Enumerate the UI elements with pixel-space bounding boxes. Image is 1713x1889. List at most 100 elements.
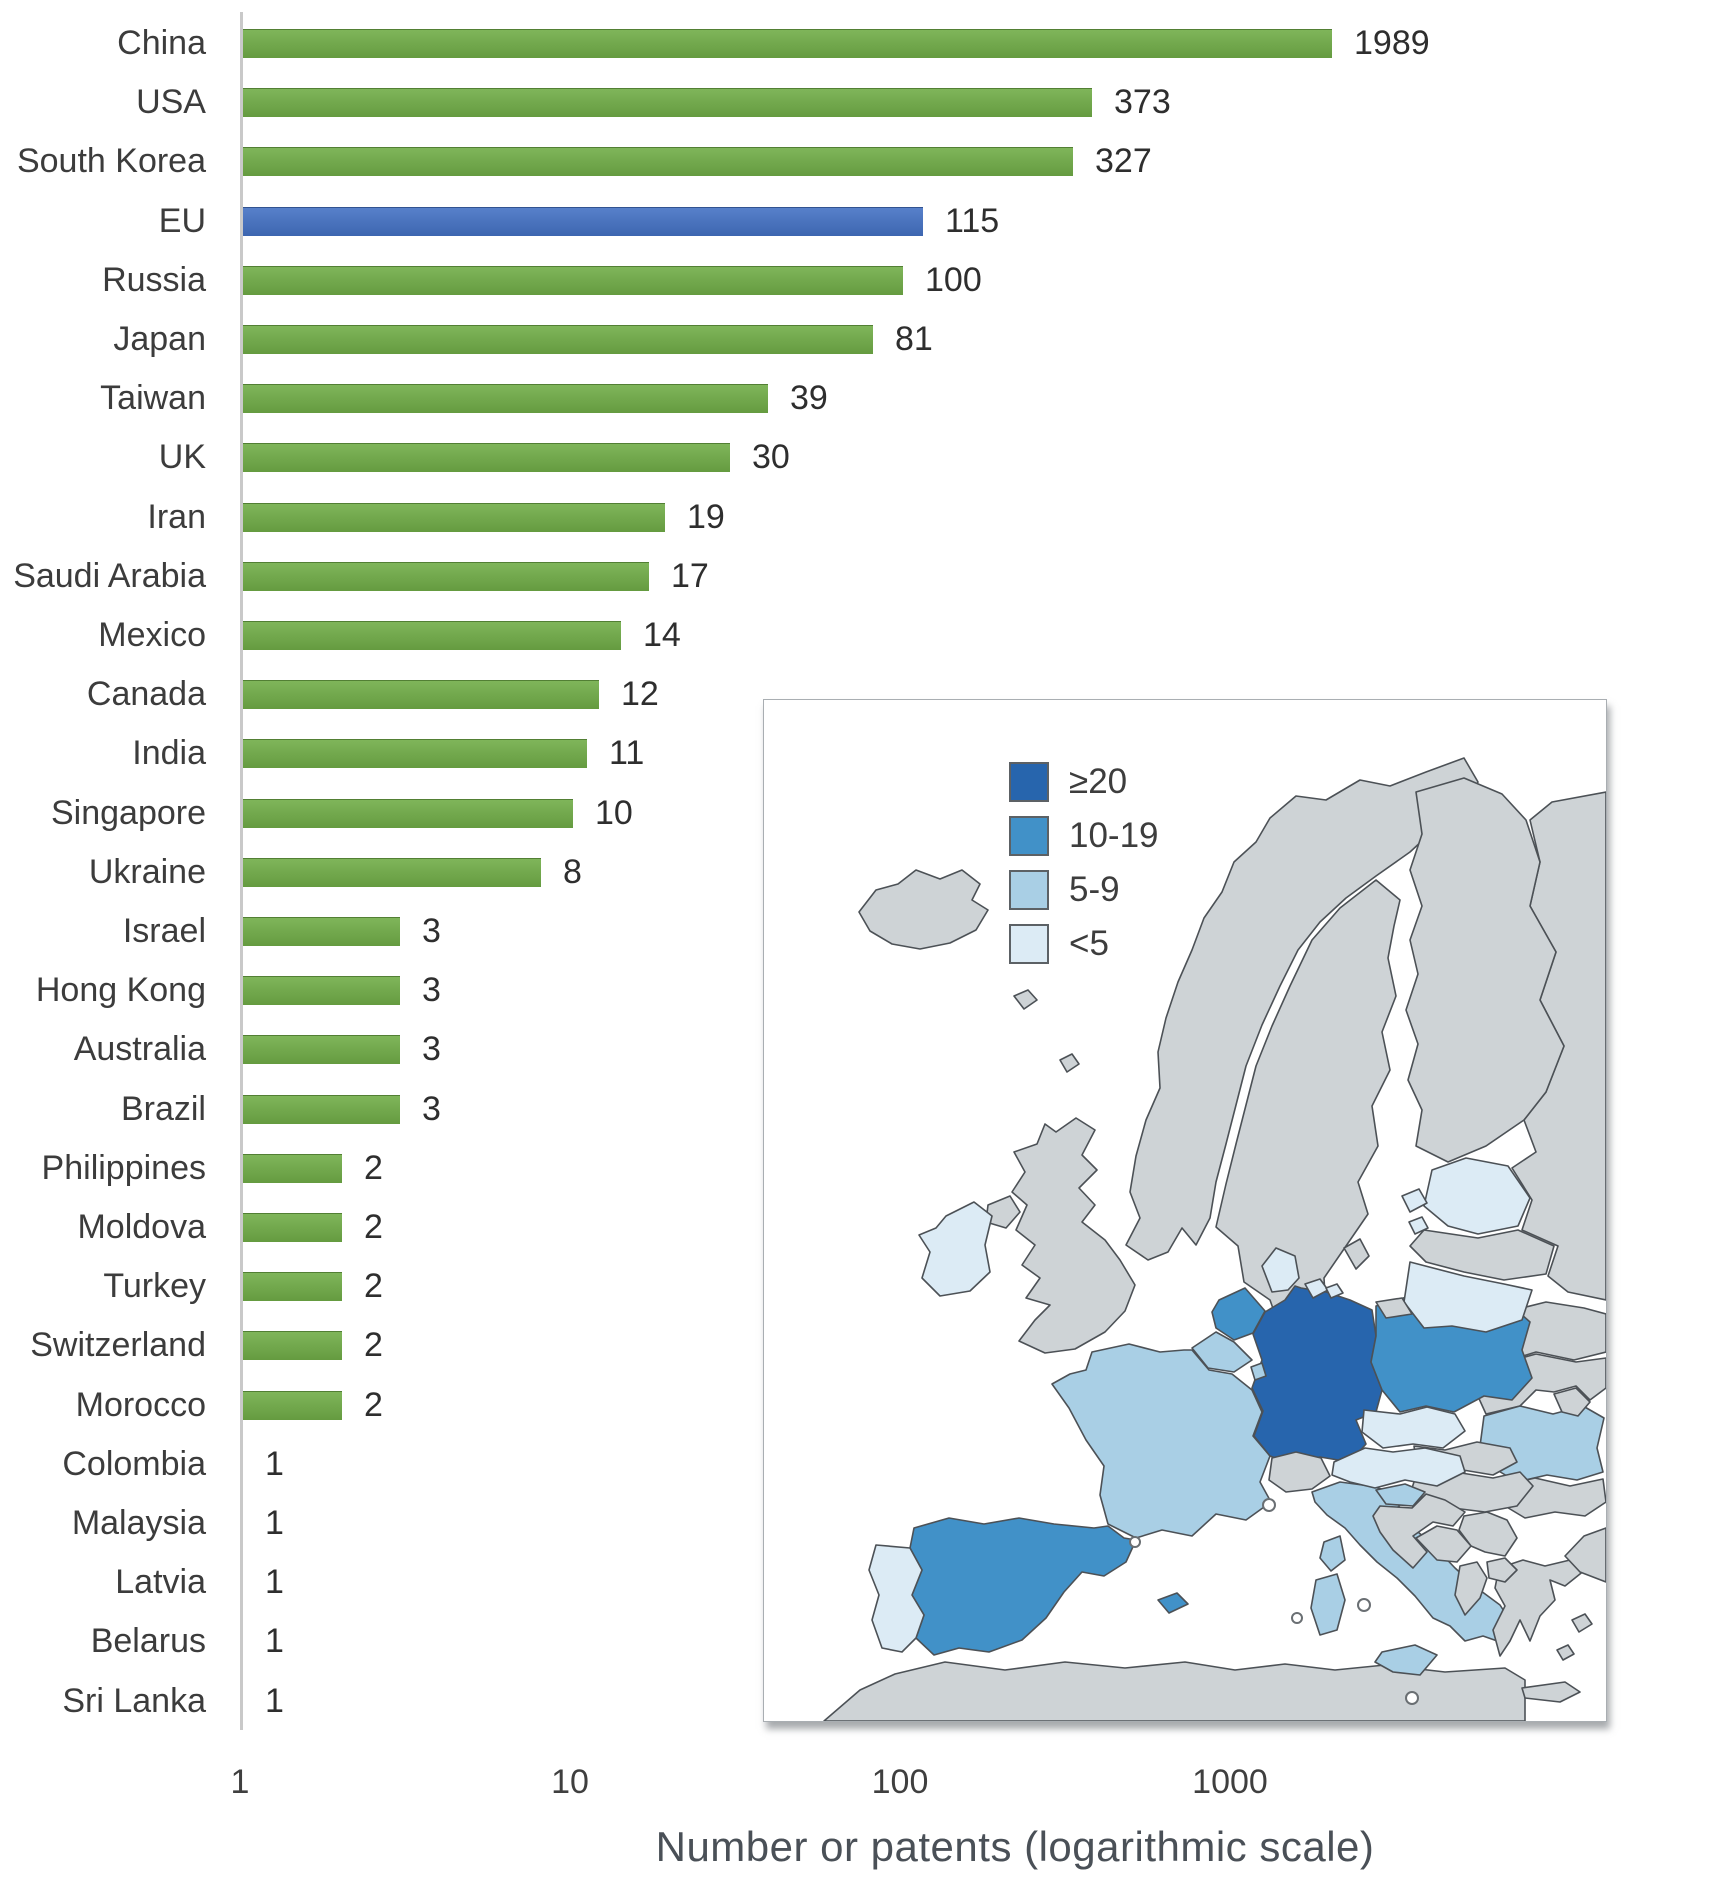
legend-swatch — [1009, 816, 1049, 856]
region-austria — [1331, 1447, 1466, 1489]
region-slovenia — [1375, 1483, 1426, 1507]
category-label: Mexico — [98, 616, 206, 654]
category-label: Brazil — [120, 1090, 206, 1128]
region-serbia — [1458, 1511, 1518, 1557]
bar — [243, 621, 621, 650]
region-finland — [1405, 777, 1565, 1163]
category-label: Latvia — [115, 1563, 206, 1601]
region-denmark — [1325, 1283, 1344, 1299]
region-turkey — [1564, 1527, 1606, 1583]
bar-value-label: 30 — [752, 438, 790, 476]
legend-swatch — [1009, 762, 1049, 802]
region-greece — [1571, 1613, 1593, 1633]
bar-value-label: 2 — [364, 1149, 383, 1187]
bar-value-label: 10 — [595, 794, 633, 832]
bar-value-label: 8 — [563, 853, 582, 891]
bar — [243, 1331, 342, 1360]
bar — [243, 29, 1332, 58]
category-label: Morocco — [75, 1386, 206, 1424]
category-label: Australia — [73, 1030, 206, 1068]
bar-value-label: 19 — [687, 498, 725, 536]
region-switzerland — [1268, 1451, 1331, 1493]
region-moldova — [1553, 1387, 1591, 1417]
bar-value-label: 327 — [1095, 142, 1152, 180]
category-label: Japan — [113, 320, 206, 358]
bar-value-label: 81 — [895, 320, 933, 358]
category-label: Philippines — [41, 1149, 206, 1187]
region-latvia — [1409, 1229, 1555, 1281]
europe-map-inset: ≥20 10-19 5-9 <5 — [763, 699, 1607, 1722]
region-spain — [909, 1517, 1137, 1656]
region-italy — [1374, 1644, 1438, 1676]
region-norway — [1125, 757, 1479, 1261]
category-label: Hong Kong — [35, 971, 206, 1009]
legend-swatch — [1009, 924, 1049, 964]
region-spain — [1157, 1592, 1189, 1614]
bar — [243, 266, 903, 295]
category-label: Israel — [122, 912, 206, 950]
category-label: Switzerland — [30, 1326, 206, 1364]
region-iceland — [1013, 989, 1038, 1010]
region-sweden — [1343, 1238, 1370, 1270]
y-axis-line — [240, 12, 243, 1730]
microstate-marker — [1262, 1498, 1276, 1512]
region-germany — [1251, 1285, 1383, 1466]
bar-value-label: 14 — [643, 616, 681, 654]
x-tick-label: 100 — [871, 1763, 929, 1801]
category-label: Turkey — [103, 1267, 206, 1305]
microstate-marker — [1357, 1598, 1371, 1612]
bar-value-label: 1 — [265, 1504, 284, 1542]
region-united-kingdom — [1011, 1117, 1136, 1354]
microstate-marker — [1405, 1691, 1419, 1705]
region-croatia — [1372, 1493, 1466, 1569]
bar — [243, 858, 541, 887]
europe-choropleth-map — [823, 757, 1606, 1721]
bar — [243, 976, 400, 1005]
bar-value-label: 3 — [422, 1090, 441, 1128]
bar-value-label: 11 — [609, 734, 645, 772]
region-north-macedonia — [1486, 1557, 1518, 1583]
bar-value-label: 100 — [925, 261, 982, 299]
category-label: Colombia — [62, 1445, 206, 1483]
bar-value-label: 1 — [265, 1622, 284, 1660]
bar — [243, 917, 400, 946]
bar-value-label: 1 — [265, 1445, 284, 1483]
region-estonia — [1401, 1188, 1428, 1213]
category-label: Sri Lanka — [62, 1682, 206, 1720]
map-legend: ≥20 10-19 5-9 <5 — [1009, 762, 1159, 964]
region-netherlands — [1211, 1287, 1266, 1341]
bar — [243, 1095, 400, 1124]
bar-value-label: 1 — [265, 1563, 284, 1601]
bar-value-label: 2 — [364, 1326, 383, 1364]
bar — [243, 443, 730, 472]
bar-value-label: 12 — [621, 675, 659, 713]
region-denmark — [1261, 1247, 1300, 1293]
x-axis-title: Number or patents (logarithmic scale) — [655, 1823, 1375, 1870]
region-albania — [1454, 1561, 1488, 1616]
bar-value-label: 17 — [671, 557, 709, 595]
legend-item: 10-19 — [1009, 816, 1159, 856]
category-label: Russia — [102, 261, 206, 299]
category-label: Iran — [147, 498, 206, 536]
region-greece — [1521, 1681, 1581, 1703]
bar — [243, 503, 665, 532]
region-czechia — [1361, 1406, 1466, 1449]
category-label: Saudi Arabia — [13, 557, 206, 595]
region-ireland — [918, 1201, 993, 1297]
category-label: Canada — [86, 675, 206, 713]
bar — [243, 562, 649, 591]
legend-item: <5 — [1009, 924, 1159, 964]
category-label: South Korea — [16, 142, 206, 180]
region-united-kingdom — [985, 1195, 1021, 1229]
bar-value-label: 373 — [1114, 83, 1171, 121]
bar-value-label: 1 — [265, 1682, 284, 1720]
bar — [243, 739, 587, 768]
region-lithuania — [1403, 1261, 1533, 1333]
category-label: EU — [158, 202, 206, 240]
category-label: USA — [136, 83, 206, 121]
bar-value-label: 115 — [945, 202, 1000, 240]
region-france — [1051, 1343, 1272, 1539]
legend-item: ≥20 — [1009, 762, 1159, 802]
category-label: Singapore — [50, 794, 206, 832]
